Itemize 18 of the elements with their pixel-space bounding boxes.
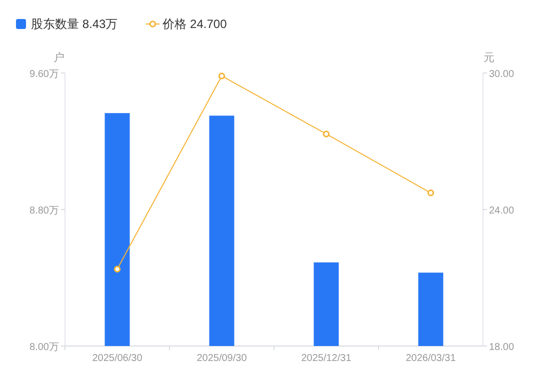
point	[114, 266, 121, 272]
x-tick-label: 2026/03/31	[406, 353, 456, 364]
y-tick-label: 8.80万	[30, 206, 59, 216]
point	[322, 130, 330, 138]
legend-label: 股东数量 8.43万	[31, 17, 118, 31]
y2-axis-title: 元	[484, 52, 494, 64]
y-tick-label: 9.60万	[30, 69, 59, 80]
y2-tick-label: 24.00	[489, 206, 514, 216]
x-tick-label: 2025/12/31	[301, 353, 352, 364]
legend-label: 价格 24.700	[162, 17, 228, 31]
x-tick-label: 2025/09/30	[196, 353, 248, 364]
y2-tick-label: 18.00	[489, 342, 514, 353]
y-axis-title: 户	[54, 51, 64, 64]
point	[427, 190, 434, 196]
x-tick-label: 2025/06/30	[92, 353, 143, 364]
y-tick-label: 8.00万	[30, 342, 59, 353]
y2-tick-label: 30.00	[489, 69, 514, 80]
point	[218, 72, 226, 80]
